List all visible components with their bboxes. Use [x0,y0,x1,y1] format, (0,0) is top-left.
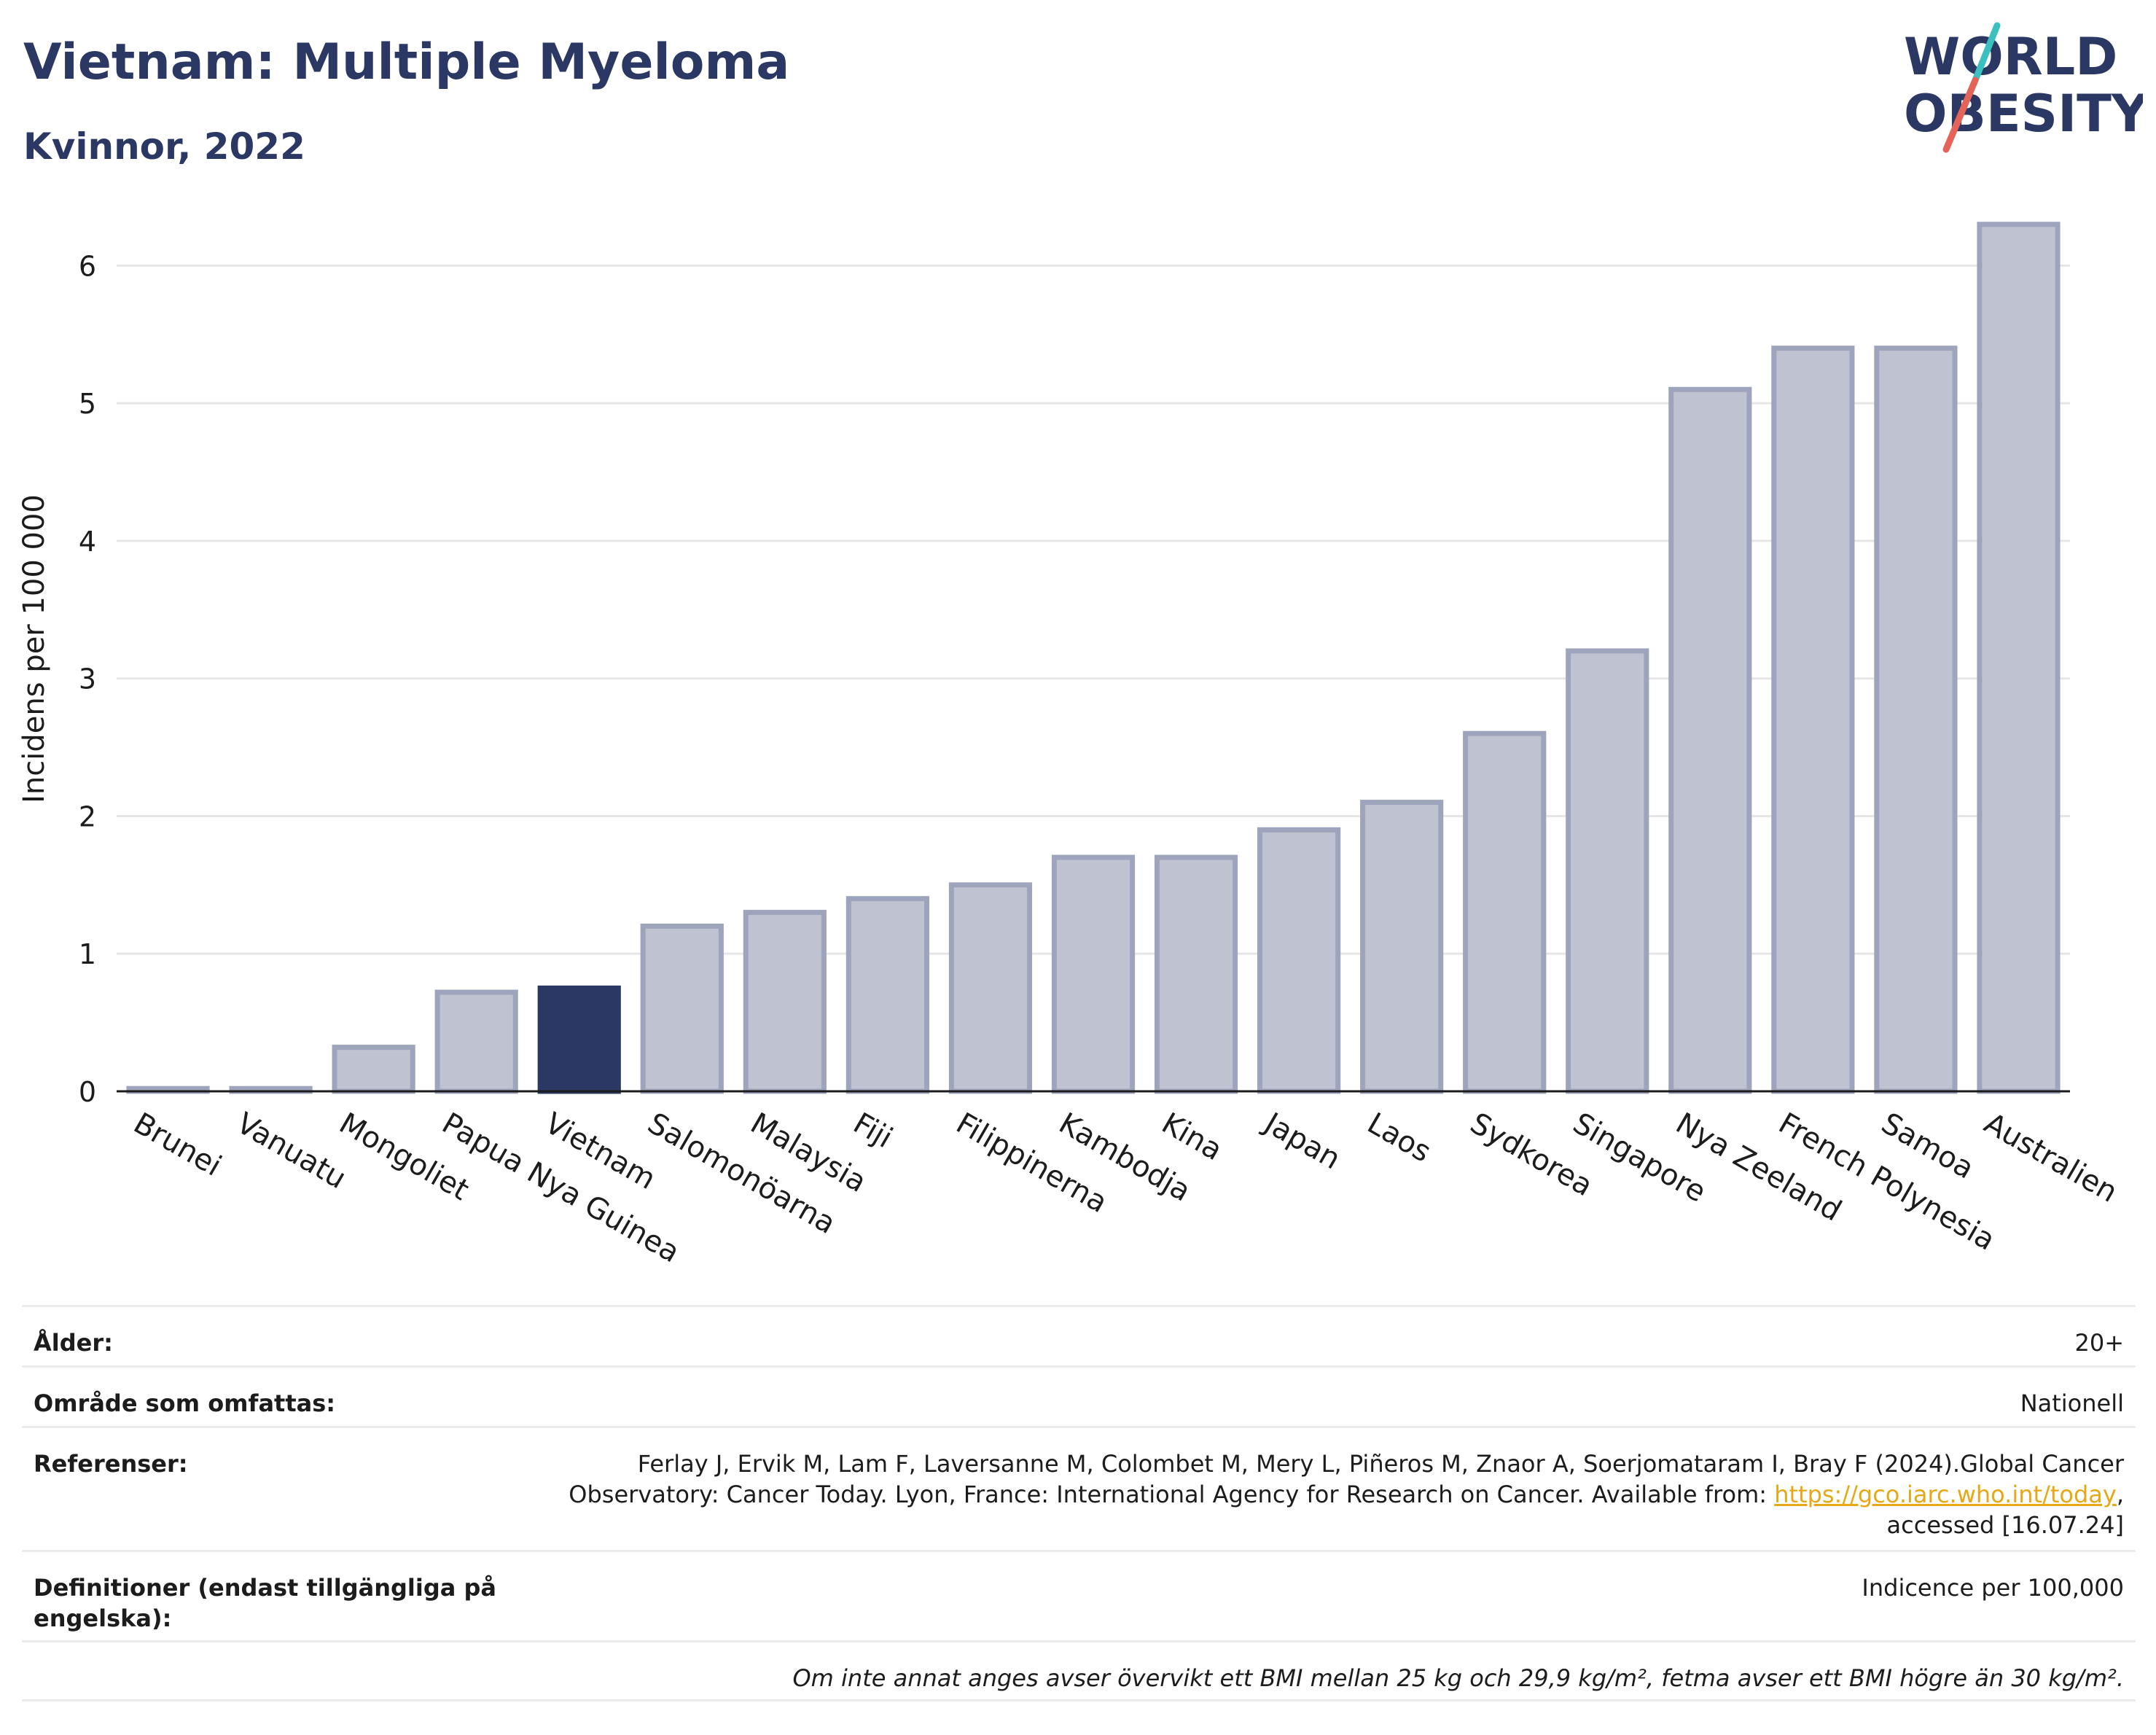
bar-australien [1977,222,2061,1094]
x-tick-label: Fiji [848,1107,898,1155]
bar-filippinerna [948,882,1033,1094]
bar-kina [1154,854,1238,1094]
info-table: Ålder: 20+ Område som omfattas: Nationel… [22,1305,2136,1701]
info-row-area: Område som omfattas: Nationell [22,1365,2136,1426]
definitions-value: Indicence per 100,000 [1862,1574,2124,1602]
y-axis-label: Incidens per 100 000 [17,494,51,803]
logo-slash-red [1942,77,1979,153]
x-tick-label: Australien [1978,1107,2122,1209]
bar-papua-nya-guinea [434,989,518,1094]
bar-vietnam [537,985,621,1094]
bar-mongoliet [332,1045,415,1094]
bar-fiji [845,896,929,1094]
y-tick-labels: 0 1 2 3 4 5 6 [79,250,96,1108]
logo-slash-teal [1972,22,2001,84]
definitions-label: Definitioner (endast tillgängliga på eng… [34,1574,496,1632]
bar-nya-zeeland [1668,386,1752,1094]
bar-singapore [1566,648,1649,1094]
world-obesity-logo: WORLD OBESITY [1904,22,2143,153]
info-row-definitions: Definitioner (endast tillgängliga på eng… [22,1550,2136,1640]
y-tick-label: 6 [79,250,96,282]
age-label: Ålder: [34,1329,113,1357]
references-link[interactable]: https://gco.iarc.who.int/today [1774,1481,2117,1508]
bar-sydkorea [1463,730,1547,1094]
info-row-age: Ålder: 20+ [22,1305,2136,1365]
bmi-note: Om inte annat anges avser övervikt ett B… [792,1664,2124,1692]
x-tick-label: Laos [1362,1107,1437,1169]
logo-line1: WORLD [1904,27,2117,87]
y-tick-label: 2 [79,800,96,833]
y-tick-label: 0 [79,1076,96,1108]
x-tick-label: Vanuatu [231,1107,352,1196]
y-tick-label: 4 [79,526,96,558]
page-subtitle: Kvinnor, 2022 [23,125,305,168]
references-text: Ferlay J, Ervik M, Lam F, Laversanne M, … [569,1450,2124,1508]
references-label: Referenser: [34,1450,188,1478]
y-tick-label: 5 [79,388,96,420]
info-row-note: Om inte annat anges avser övervikt ett B… [22,1640,2136,1701]
bar-japan [1257,827,1341,1094]
bar-samoa [1874,346,1958,1094]
references-value: Ferlay J, Ervik M, Lam F, Laversanne M, … [500,1449,2124,1540]
logo-line2: OBESITY [1904,84,2143,144]
age-value: 20+ [2074,1329,2124,1357]
x-tick-label: Kina [1156,1107,1228,1167]
y-tick-label: 1 [79,938,96,970]
bar-french-polynesia [1771,346,1855,1094]
bars [117,222,2070,1094]
bar-salomonöarna [640,923,724,1094]
references-accessed: , accessed [16.07.24] [1886,1481,2124,1539]
y-tick-label: 3 [79,663,96,695]
bar-malaysia [743,910,827,1094]
bar-laos [1360,800,1444,1094]
bar-kambodja [1051,854,1136,1094]
info-row-references: Referenser: Ferlay J, Ervik M, Lam F, La… [22,1426,2136,1550]
x-tick-label: Brunei [128,1107,227,1183]
x-tick-label: Japan [1257,1105,1346,1176]
page-title: Vietnam: Multiple Myeloma [23,34,790,91]
area-label: Område som omfattas: [34,1389,336,1417]
area-value: Nationell [2020,1389,2124,1417]
